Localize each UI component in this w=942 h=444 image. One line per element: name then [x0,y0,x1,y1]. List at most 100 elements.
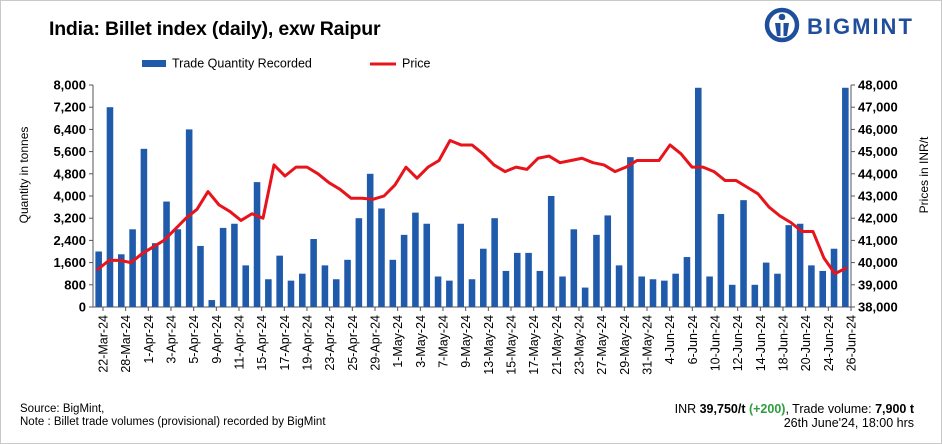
bar [332,279,340,307]
bar [480,248,487,307]
legend-bar-label: Trade Quantity Recorded [172,57,312,71]
y-axis-right-label: Prices in INR/t [917,136,931,213]
bar [819,270,826,307]
bar [355,218,363,307]
x-tick-label: 3-Apr-24 [165,315,179,364]
chart-svg: Trade Quantity Recorded Price Quantity i… [17,57,931,375]
bar [491,218,498,307]
bar [253,182,261,308]
y-tick-left-label: 8,000 [53,78,86,93]
x-tick-label: 24-Jun-24 [822,315,836,371]
x-tick-label: 29-Apr-24 [369,315,383,371]
x-tick-label: 7-May-24 [437,315,451,368]
bar [694,87,702,308]
price-summary: INR 39,750/t (+200), Trade volume: 7,900… [675,402,914,416]
bar [412,212,419,307]
x-tick-label: 20-Jun-24 [799,315,813,371]
x-tick-label: 22-Mar-24 [97,315,111,373]
x-tick-label: 9-Apr-24 [210,315,224,364]
x-tick-label: 5-Apr-24 [187,315,201,364]
y-tick-left-label: 3,200 [53,211,86,226]
bar [242,265,250,308]
x-tick-label: 12-Jun-24 [731,315,745,371]
x-tick-label: 21-May-24 [550,315,564,375]
y-tick-right-label: 47,000 [858,100,898,115]
x-tick-label: 25-Apr-24 [346,315,360,371]
y-tick-left-label: 2,400 [53,233,86,248]
x-tick-label: 18-Jun-24 [777,315,791,371]
bar [118,254,125,307]
y-tick-left-label: 4,800 [53,166,86,181]
y-tick-left-label: 5,600 [53,144,86,159]
bar [593,234,600,307]
bar [197,245,204,307]
bar [219,227,227,307]
bar [265,279,272,307]
bar [615,265,623,308]
legend: Trade Quantity Recorded Price [142,57,431,71]
bar [728,284,736,307]
bar [785,225,793,307]
bar [185,129,193,307]
bar [627,157,634,307]
bar [366,173,374,307]
y-tick-left-label: 7,200 [53,100,86,115]
x-tick-label: 17-Apr-24 [278,315,292,371]
bar [140,148,148,307]
y-tick-right-label: 46,000 [858,122,898,137]
x-tick-label: 29-May-24 [618,315,632,375]
bar [672,273,679,307]
x-tick-label: 14-Jun-24 [754,315,768,371]
bigmint-logo-icon [764,7,800,43]
bar [299,273,306,307]
x-tick-label: 11-Apr-24 [233,315,247,370]
bar [163,201,170,307]
bar [830,248,838,307]
legend-line-label: Price [402,57,431,71]
bar [378,208,385,307]
x-tick-label: 9-May-24 [459,315,473,368]
bar-series [95,87,849,308]
bar [536,270,544,307]
x-tick-label: 1-Apr-24 [142,315,156,364]
bar [649,279,657,307]
volume-value: 7,900 t [875,402,914,416]
x-tick-label: 4-Jun-24 [663,315,677,364]
bar [434,276,442,307]
bar [400,234,408,307]
bar [762,262,770,307]
bar [525,252,532,307]
x-tick-label: 23-Apr-24 [323,315,337,371]
y-tick-right-label: 44,000 [858,166,898,181]
x-tick-label: 10-Jun-24 [709,315,723,371]
x-tick-label: 28-Mar-24 [119,315,133,373]
bar [446,280,453,307]
bigmint-logo-text: BIGMINT [807,14,914,39]
y-tick-right-label: 39,000 [858,277,898,292]
bar [808,265,815,308]
y-tick-left-label: 1,600 [53,255,86,270]
bar [661,280,668,307]
x-tick-label: 23-May-24 [573,315,587,375]
y-tick-right-label: 42,000 [858,211,898,226]
bar [310,239,317,307]
bar [129,229,136,307]
y-tick-right-label: 48,000 [858,78,898,93]
x-tick-label: 15-Apr-24 [255,315,269,371]
bar [774,273,781,307]
bar [344,259,351,307]
x-tick-label: 31-May-24 [641,315,655,375]
timestamp: 26th June'24, 18:00 hrs [783,416,914,430]
bar [231,223,238,307]
bar [106,107,114,307]
bar [717,214,725,307]
tick-labels: 0 38,000 800 39,000 1,600 40,000 2,400 41,000 3,… [53,78,897,375]
bar [502,270,510,307]
x-tick-label: 27-May-24 [595,315,609,375]
bar [604,215,612,307]
price-value: 39,750/t [699,402,746,416]
y-tick-left-label: 4,000 [53,189,86,204]
x-tick-label: 15-May-24 [505,315,519,375]
bar [276,255,283,307]
bar [95,251,102,307]
